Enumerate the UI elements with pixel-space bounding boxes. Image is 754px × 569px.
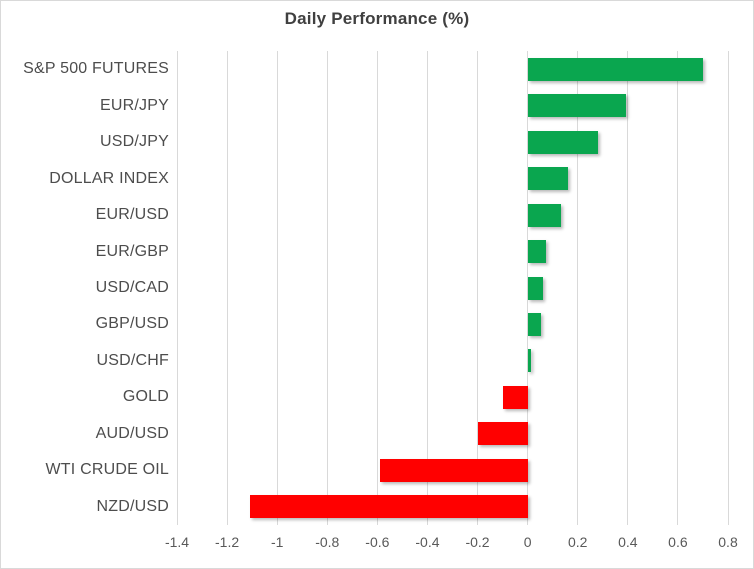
category-label-usd-jpy: USD/JPY (100, 133, 169, 151)
category-label-aud-usd: AUD/USD (95, 424, 169, 442)
x-tick-label: 0.4 (618, 534, 638, 550)
x-tick-label: 0.2 (567, 534, 588, 550)
bar-s-p-500-futures (528, 57, 704, 81)
gridline (276, 51, 278, 525)
x-tick-label: -0.8 (315, 534, 340, 550)
x-tick-label: 0.6 (668, 534, 688, 550)
bar-gbp-usd (528, 312, 541, 336)
gridline (727, 51, 729, 525)
bar-usd-chf (528, 349, 531, 373)
gridline (326, 51, 328, 525)
bar-nzd-usd (249, 495, 528, 519)
gridline (627, 51, 629, 525)
category-label-dollar-index: DOLLAR INDEX (49, 169, 169, 187)
bar-aud-usd (477, 422, 528, 446)
category-label-eur-usd: EUR/USD (95, 206, 169, 224)
category-label-usd-chf: USD/CHF (96, 351, 169, 369)
x-tick-label: 0.8 (718, 534, 738, 550)
category-label-eur-gbp: EUR/GBP (95, 242, 169, 260)
gridline (527, 51, 529, 525)
chart-title: Daily Performance (%) (284, 9, 470, 28)
bar-usd-cad (528, 276, 544, 300)
bar-gold (502, 385, 528, 409)
x-tick-label: -1 (270, 534, 284, 550)
category-label-nzd-usd: NZD/USD (96, 497, 169, 515)
bar-wti-crude-oil (379, 458, 528, 482)
x-tick-label: -0.4 (415, 534, 440, 550)
x-tick-label: -0.6 (365, 534, 390, 550)
gridline (176, 51, 178, 525)
bar-eur-jpy (528, 94, 626, 118)
gridline (477, 51, 479, 525)
category-label-wti-crude-oil: WTI CRUDE OIL (45, 461, 169, 479)
gridline (226, 51, 228, 525)
category-label-usd-cad: USD/CAD (95, 278, 169, 296)
bar-eur-usd (528, 203, 561, 227)
category-label-s-p-500-futures: S&P 500 FUTURES (23, 60, 169, 78)
gridline (577, 51, 579, 525)
x-tick-label: -1.4 (164, 534, 190, 550)
x-tick-label: -0.2 (465, 534, 490, 550)
x-tick-label: -1.2 (215, 534, 240, 550)
category-label-eur-jpy: EUR/JPY (100, 96, 169, 114)
category-label-gold: GOLD (122, 388, 169, 406)
gridline (426, 51, 428, 525)
x-tick-label: 0 (523, 534, 532, 550)
bar-eur-gbp (528, 240, 546, 264)
bar-usd-jpy (528, 130, 599, 154)
gridline (677, 51, 679, 525)
bar-dollar-index (528, 167, 569, 191)
gridline (376, 51, 378, 525)
category-label-gbp-usd: GBP/USD (95, 315, 169, 333)
